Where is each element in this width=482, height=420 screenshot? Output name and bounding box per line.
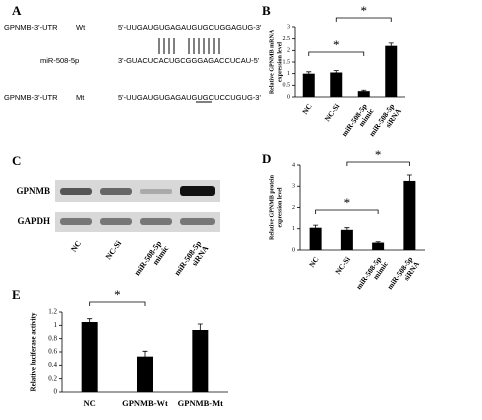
sequence: 5'-UUGAUGUGAGAUGUGCUGGAGUG-3' (118, 23, 262, 32)
significance-bracket (308, 51, 365, 56)
significance-mark: * (344, 195, 351, 210)
error-bar (142, 350, 148, 362)
bar (81, 322, 98, 392)
significance-mark: * (375, 147, 382, 162)
y-tick-label: 2.5 (283, 36, 291, 42)
y-tick-label: 0 (287, 94, 290, 100)
y-tick-label: 0 (292, 247, 295, 253)
blot (55, 212, 220, 232)
pairing-lines (158, 38, 220, 103)
bar (340, 229, 353, 250)
row-name: GPNMB-3'-UTR (4, 93, 58, 102)
bar (357, 91, 370, 97)
error-bar (344, 227, 350, 232)
bar (309, 227, 322, 250)
y-tick-label: 0.4 (48, 361, 57, 369)
significance-mark: * (114, 287, 121, 302)
y-tick-label: 1 (287, 71, 290, 77)
panel-label: E (12, 287, 21, 302)
category-label: NC (84, 398, 96, 408)
error-bar (313, 224, 319, 231)
y-tick-label: 2 (292, 205, 295, 211)
error-bar (406, 174, 412, 187)
y-tick-label: 0.2 (48, 374, 57, 382)
panel-label: D (262, 151, 271, 166)
bar (137, 356, 153, 392)
bar (192, 330, 209, 392)
bar (302, 73, 315, 97)
significance-mark: * (333, 37, 340, 52)
error-bar (361, 89, 367, 93)
blot (55, 180, 220, 202)
error-bar (306, 71, 312, 76)
error-bar (388, 42, 394, 49)
category-label: GPNMB-Wt (122, 398, 168, 408)
row-tag: Wt (76, 23, 86, 32)
y-axis-label: Relative luciferase activity (30, 312, 38, 391)
panel-label: A (12, 3, 22, 18)
significance-bracket (315, 209, 379, 214)
error-bar (87, 318, 93, 326)
y-tick-label: 0.8 (48, 334, 57, 342)
significance-mark: * (361, 3, 368, 18)
significance-bracket (335, 17, 392, 22)
row-tag: Mt (76, 93, 85, 102)
significance-bracket (89, 301, 146, 306)
panel-label: C (12, 153, 21, 168)
blot-bands (60, 186, 215, 225)
y-axis-label: expression level (277, 42, 283, 82)
y-tick-label: 3 (287, 24, 290, 30)
y-tick-label: 4 (292, 162, 295, 168)
bar (403, 180, 416, 250)
y-tick-label: 0.6 (48, 348, 57, 356)
y-tick-label: 1 (292, 226, 295, 232)
blot-row: GAPDH (18, 216, 51, 226)
bar (372, 242, 385, 250)
sequence: 5'-UUGAUGUGAGAUGUGCUCCUGUG-3' (118, 93, 261, 102)
error-bar (333, 70, 339, 75)
y-axis-label: Relative GPNMB mRNA (269, 29, 275, 94)
error-bar (375, 241, 381, 244)
y-tick-label: 0.5 (283, 83, 291, 89)
y-tick-label: 0 (54, 388, 58, 396)
sequence: 3'-GUACUCACUGCGGGAGACCUCAU-5' (118, 56, 260, 65)
y-tick-label: 1 (54, 321, 58, 329)
significance-bracket (346, 161, 410, 166)
panel-label: B (262, 3, 271, 18)
category-label: GPNMB-Mt (178, 398, 223, 408)
bar (385, 45, 398, 97)
y-tick-label: 1.2 (48, 308, 57, 316)
y-axis-label: Relative GPNMB protein (269, 174, 275, 240)
y-axis-label: expression level (277, 187, 283, 227)
error-bar (197, 323, 203, 336)
bar (330, 72, 343, 97)
y-tick-label: 2 (287, 48, 290, 54)
y-tick-label: 3 (292, 184, 295, 190)
y-tick-label: 1.5 (283, 59, 291, 65)
row-name: miR-508-5p (40, 56, 79, 65)
row-name: GPNMB-3'-UTR (4, 23, 58, 32)
blot-row: GPNMB (17, 186, 51, 196)
